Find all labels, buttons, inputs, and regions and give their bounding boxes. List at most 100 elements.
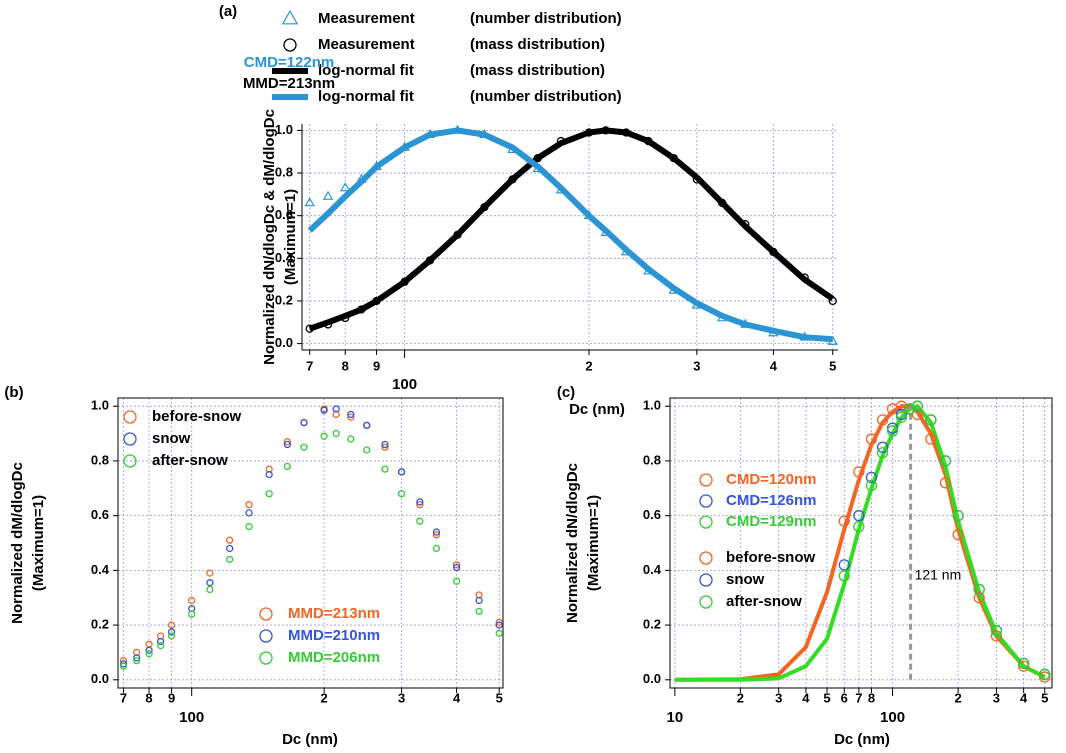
data-point <box>283 462 292 471</box>
annotation: CMD=122nm <box>244 54 334 71</box>
data-point <box>339 182 351 192</box>
data-point <box>853 520 865 533</box>
x-tick-label: 7 <box>855 690 862 705</box>
data-point <box>133 654 141 662</box>
data-point <box>226 544 234 553</box>
x-tick-label: 4 <box>1020 690 1028 705</box>
data-point <box>939 477 952 489</box>
data-point <box>332 405 340 413</box>
legend-symbol <box>281 9 299 25</box>
data-point <box>372 296 381 306</box>
panel: 0.0 0.2 0.4 0.6 0.8 1.0 7 8 9 100 2 3 4 5 Measurement (… <box>219 3 838 418</box>
legend-description: (number distribution) <box>470 88 622 105</box>
data-point <box>363 446 371 454</box>
data-point <box>363 421 371 430</box>
data-point <box>265 470 273 479</box>
y-tick-label: 1.0 <box>643 398 661 413</box>
data-point <box>206 569 214 577</box>
data-point <box>206 579 214 587</box>
data-point <box>800 273 809 282</box>
data-point <box>432 544 441 553</box>
data-point <box>283 440 292 449</box>
legend-symbol <box>123 454 137 468</box>
y-tick-label: 0.2 <box>275 292 293 307</box>
data-point <box>925 433 937 445</box>
x-tick-label: 7 <box>306 358 313 373</box>
data-point <box>347 413 355 421</box>
data-point <box>347 435 355 443</box>
data-point <box>245 509 253 517</box>
fit-line <box>674 404 1046 682</box>
panel: 0.0 0.2 0.4 0.6 0.8 1.0 7 8 9 100 2 3 4 5 before-snow s… <box>4 384 504 748</box>
data-point <box>226 536 234 544</box>
data-point <box>532 163 544 173</box>
data-point <box>323 320 333 329</box>
data-point <box>622 128 631 137</box>
data-point <box>1017 657 1030 670</box>
data-point <box>265 490 273 498</box>
data-point <box>644 136 653 146</box>
y-tick-label: 0.0 <box>91 671 109 686</box>
annotation-symbol <box>259 651 273 665</box>
data-point <box>691 299 703 309</box>
x-tick-label: 10 <box>667 709 684 726</box>
annotation: MMD=210nm <box>288 627 380 644</box>
data-point <box>495 618 503 626</box>
legend-symbol <box>699 551 713 565</box>
data-point <box>167 632 176 640</box>
legend-label: before-snow <box>152 408 242 425</box>
legend-label: Measurement <box>318 36 415 53</box>
data-point <box>740 318 751 328</box>
data-point <box>876 414 889 426</box>
x-tick-label: 2 <box>321 690 328 705</box>
x-tick-label: 8 <box>868 690 875 705</box>
data-point <box>167 621 176 629</box>
data-point <box>475 596 483 605</box>
y-tick-label: 1.0 <box>275 122 293 137</box>
data-point <box>973 583 985 596</box>
data-point <box>400 277 409 286</box>
data-point <box>245 501 253 509</box>
legend-symbol <box>283 38 297 52</box>
data-point <box>555 184 567 194</box>
legend-symbol <box>699 573 713 587</box>
data-point <box>990 630 1003 642</box>
data-point <box>886 422 899 434</box>
y-tick-label: 0.0 <box>275 335 293 350</box>
data-point <box>399 141 410 151</box>
data-point <box>453 230 462 240</box>
y-tick-label: 0.6 <box>643 507 661 522</box>
data-point <box>853 466 865 478</box>
data-point <box>156 641 165 650</box>
legend-label: log-normal fit <box>318 88 414 105</box>
y-axis-label: (Maximum=1) <box>30 495 47 591</box>
y-tick-label: 0.2 <box>643 617 661 632</box>
data-point <box>381 465 389 473</box>
data-point <box>865 471 878 483</box>
data-point <box>479 128 490 139</box>
data-point <box>508 175 517 184</box>
x-tick-label: 5 <box>829 358 836 373</box>
fit-line <box>674 403 1046 682</box>
legend-label: after-snow <box>726 593 802 610</box>
data-point <box>119 660 128 668</box>
data-point <box>620 246 632 256</box>
x-tick-label: 2 <box>737 690 744 705</box>
x-tick-label: 8 <box>342 358 349 373</box>
data-point <box>768 327 779 337</box>
panel-label: (c) <box>557 384 575 401</box>
data-point <box>416 517 424 525</box>
legend-symbol <box>123 410 137 424</box>
data-point <box>895 400 908 412</box>
y-tick-label: 0.6 <box>275 207 293 222</box>
annotation: MMD=213nm <box>288 605 380 622</box>
annotation: MMD=206nm <box>288 649 380 666</box>
plot-frame <box>669 397 1053 689</box>
x-tick-label: 100 <box>880 709 905 726</box>
annotation-symbol <box>259 629 273 643</box>
data-point <box>990 624 1003 637</box>
data-point <box>973 592 985 604</box>
data-point <box>495 621 503 629</box>
data-point <box>397 468 406 476</box>
